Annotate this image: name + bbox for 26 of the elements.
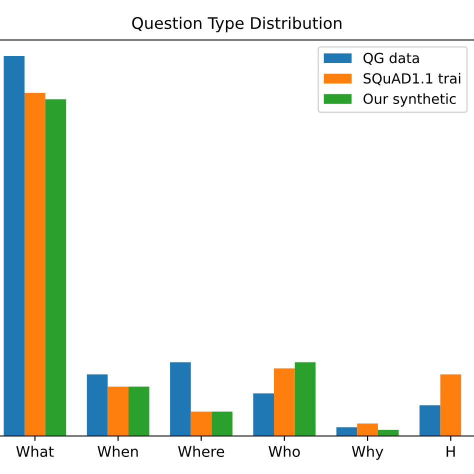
bar (294, 362, 316, 436)
legend-label: SQuAD1.1 trai (364, 72, 460, 86)
bar (274, 368, 295, 436)
legend-label: QG data (364, 52, 419, 65)
x-tick-label: Why (352, 446, 384, 460)
legend-label: Our synthetic (364, 93, 456, 107)
x-tick-label: Where (178, 446, 224, 458)
bar (24, 92, 46, 436)
bar (108, 386, 128, 436)
bar (190, 412, 212, 436)
bar (253, 393, 274, 436)
bar (45, 99, 66, 436)
bar (86, 374, 108, 436)
bar (170, 362, 191, 436)
bar (4, 56, 25, 436)
bar (212, 412, 232, 436)
x-tick-label: What (16, 446, 54, 458)
bar (336, 427, 358, 436)
x-tick-label: When (98, 446, 138, 458)
x-tick-label: Who (268, 446, 300, 458)
x-tick-label: H (446, 446, 455, 457)
chart-title: Question Type Distribution (132, 16, 342, 32)
bar (420, 405, 440, 436)
bar (128, 386, 150, 436)
bar (440, 374, 462, 436)
bar (357, 423, 378, 436)
